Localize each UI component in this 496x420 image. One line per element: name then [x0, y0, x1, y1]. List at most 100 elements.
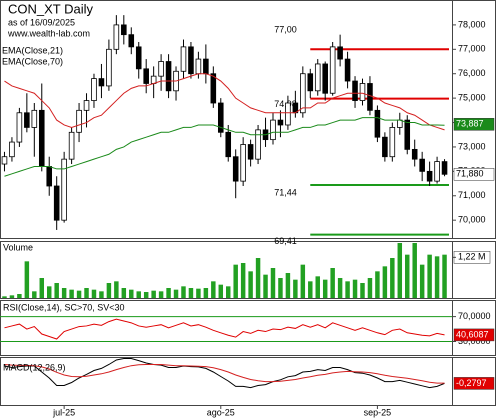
chart-subtitle: as of 16/09/2025: [8, 17, 75, 27]
candle-body: [9, 141, 15, 158]
volume-bar: [352, 279, 358, 298]
volume-bar: [248, 271, 253, 298]
candle-body: [441, 161, 448, 175]
candle-body: [352, 80, 358, 101]
candle-body: [389, 127, 396, 158]
volume-bar: [405, 254, 410, 298]
volume-bar: [427, 254, 432, 298]
source: www.wealth-lab.com: [7, 28, 90, 38]
candle-body: [411, 148, 418, 160]
candle-body: [404, 119, 411, 150]
volume-bar: [419, 264, 425, 298]
candle-body: [188, 46, 194, 75]
candle-body: [374, 109, 381, 138]
volume-bar: [211, 281, 216, 298]
candle-body: [300, 73, 306, 114]
volume-bar: [17, 294, 22, 298]
chart-title: CON_XT Daily: [8, 1, 94, 16]
y-tick-label: 73,000: [458, 141, 486, 151]
candle-body: [24, 112, 30, 128]
volume-bar: [360, 283, 365, 298]
volume-bar: [129, 289, 134, 298]
candle-body: [195, 58, 202, 75]
series-line: [4, 117, 445, 177]
volume-bar: [278, 278, 283, 298]
volume-bar: [397, 243, 403, 298]
candle-body: [53, 185, 60, 221]
volume-bar: [69, 289, 74, 298]
last-value-box: [453, 328, 495, 342]
last-value-label: 40,6087: [456, 329, 489, 339]
candle-body: [314, 63, 321, 92]
y-tick-label: 70,0000: [458, 311, 491, 321]
candle-body: [46, 166, 53, 187]
candle-body: [150, 75, 157, 84]
last-value-label: 73,887: [456, 119, 484, 129]
x-tick-label: ago-25: [207, 407, 235, 417]
volume-bar: [158, 291, 164, 298]
candle-body: [38, 109, 45, 167]
panel-title: Volume: [3, 242, 33, 252]
volume-bar: [270, 268, 276, 298]
candle-body: [31, 109, 38, 128]
volume-bar: [382, 266, 388, 298]
volume-bar: [173, 289, 179, 298]
last-value-box: [453, 118, 495, 131]
candle-body: [180, 46, 187, 72]
last-value-label: 71,880: [456, 169, 484, 179]
volume-bar: [345, 281, 350, 298]
volume-bar: [285, 273, 291, 298]
candle-body: [337, 46, 343, 60]
candle-body: [255, 129, 261, 160]
volume-bar: [308, 281, 313, 298]
volume-bar: [390, 258, 395, 298]
volume-bar: [39, 278, 45, 298]
candle-body: [106, 48, 112, 87]
series-line: [4, 358, 445, 389]
y-tick-label: 78,000: [458, 19, 486, 29]
volume-bar: [136, 291, 141, 298]
volume-bar: [151, 290, 156, 298]
volume-bar: [54, 283, 59, 298]
candle-body: [307, 73, 314, 92]
volume-bar: [181, 286, 186, 298]
last-value-box: [453, 168, 495, 181]
candle-body: [270, 119, 276, 141]
volume-bar: [293, 279, 298, 298]
volume-bar: [203, 288, 209, 298]
volume-bar: [61, 288, 67, 298]
volume-bar: [9, 295, 15, 298]
candle-body: [68, 131, 75, 160]
volume-bar: [24, 261, 30, 298]
candle-body: [225, 131, 232, 158]
volume-bar: [196, 288, 201, 298]
candle-body: [322, 63, 328, 94]
candle-body: [434, 161, 440, 182]
candle-body: [76, 109, 82, 133]
level-label: 69,41: [274, 236, 297, 246]
x-tick-label: sep-25: [364, 407, 392, 417]
volume-bar: [46, 286, 52, 298]
y-tick-label: 76,000: [458, 68, 486, 78]
legend-entry: EMA(Close,21): [2, 45, 63, 55]
candle-body: [1, 156, 8, 165]
candle-body: [128, 34, 135, 48]
candle-body: [91, 78, 97, 101]
y-tick-label: 77,000: [458, 44, 486, 54]
candle-body: [98, 78, 105, 87]
volume-bar: [322, 279, 328, 298]
volume-bar: [367, 278, 373, 298]
candle-body: [135, 46, 142, 70]
series-line: [4, 318, 445, 340]
series-line: [4, 73, 445, 131]
volume-bar: [121, 288, 127, 298]
candle-body: [210, 73, 217, 104]
volume-bar: [91, 289, 97, 298]
last-value-label: -0,2797: [456, 378, 487, 388]
volume-bar: [188, 288, 194, 298]
candle-body: [367, 83, 373, 111]
level-label: 77,00: [274, 25, 297, 35]
last-value-box: [453, 377, 495, 390]
volume-bar: [32, 291, 37, 298]
candle-body: [165, 61, 172, 92]
